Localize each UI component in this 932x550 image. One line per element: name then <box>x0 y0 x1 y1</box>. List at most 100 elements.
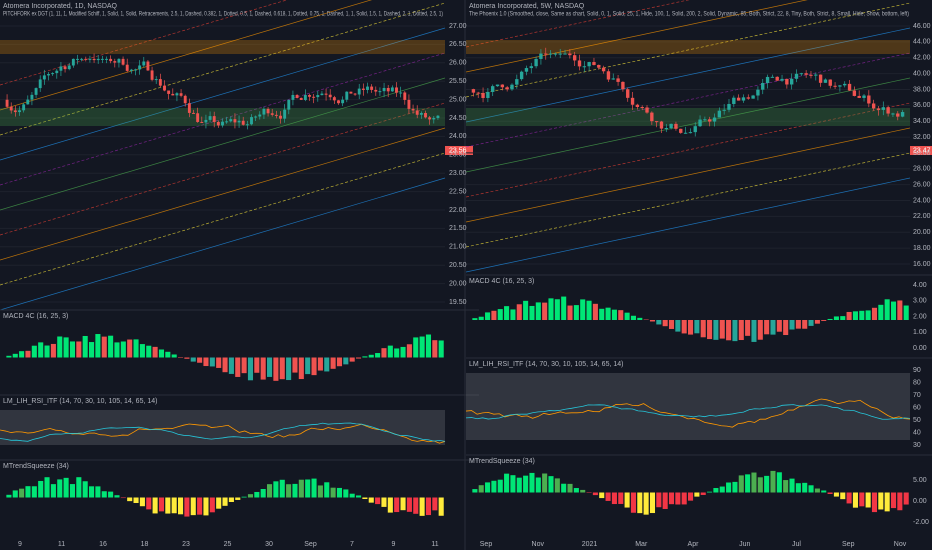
candle <box>775 76 779 81</box>
histogram-bar <box>700 492 706 495</box>
histogram-bar <box>381 497 387 507</box>
axis-label: 0.00 <box>913 498 927 505</box>
candle <box>592 62 596 65</box>
candle <box>229 119 233 122</box>
candle <box>519 71 524 80</box>
last-price: 23.47 <box>913 147 931 154</box>
axis-label: 80 <box>913 379 921 386</box>
zone <box>466 40 910 54</box>
pane-title: MACD 4C (16, 25, 3) <box>3 313 68 320</box>
candle <box>428 117 432 120</box>
histogram-bar <box>808 485 814 493</box>
price-label: 18.00 <box>913 245 931 252</box>
histogram-bar <box>222 357 228 373</box>
histogram-bar <box>6 494 12 498</box>
histogram-bar <box>580 299 586 320</box>
histogram-bar <box>542 473 548 493</box>
histogram-bar <box>82 335 88 358</box>
candle <box>476 92 480 94</box>
histogram-bar <box>497 479 503 493</box>
candle <box>664 128 668 130</box>
histogram-bar <box>50 343 56 358</box>
candle <box>92 58 96 61</box>
candle <box>582 66 587 68</box>
histogram-bar <box>419 336 425 358</box>
histogram-bar <box>209 357 215 367</box>
histogram-bar <box>95 486 101 498</box>
histogram-bar <box>897 300 903 320</box>
histogram-bar <box>298 357 304 380</box>
histogram-bar <box>12 490 18 498</box>
histogram-bar <box>795 483 801 493</box>
histogram-bar <box>324 482 330 498</box>
trend-line <box>465 77 911 173</box>
trend-line <box>465 102 911 198</box>
histogram-bar <box>267 357 273 377</box>
histogram-bar <box>152 346 158 358</box>
histogram-bar <box>216 357 222 368</box>
candle <box>654 121 659 123</box>
candle <box>328 94 332 98</box>
price-label: 42.00 <box>913 55 931 62</box>
candle <box>500 84 505 88</box>
candle <box>5 99 9 107</box>
histogram-bar <box>273 357 279 381</box>
candle <box>403 92 407 100</box>
histogram-bar <box>732 320 738 342</box>
histogram-bar <box>668 492 675 505</box>
candle <box>765 76 770 84</box>
price-label: 24.50 <box>449 115 467 122</box>
histogram-bar <box>504 473 510 493</box>
candle <box>732 97 736 104</box>
histogram-bar <box>637 317 643 320</box>
candle <box>674 123 678 129</box>
candle <box>780 78 784 81</box>
histogram-bar <box>184 357 190 359</box>
histogram-bar <box>814 320 820 324</box>
candle <box>233 119 237 123</box>
histogram-bar <box>63 337 69 358</box>
histogram-bar <box>76 341 82 358</box>
candle <box>34 88 38 95</box>
histogram-bar <box>840 316 846 320</box>
date-label: 16 <box>99 541 107 548</box>
histogram-bar <box>783 320 789 336</box>
histogram-bar <box>241 496 247 498</box>
trend-line <box>465 52 911 148</box>
histogram-bar <box>624 492 630 508</box>
candle <box>395 87 398 93</box>
histogram-bar <box>694 492 700 497</box>
histogram-bar <box>425 497 432 516</box>
date-label: Mar <box>635 541 648 548</box>
histogram-bar <box>146 497 152 510</box>
histogram-bar <box>190 357 196 362</box>
candle <box>134 69 137 71</box>
axis-label: 50 <box>913 417 921 424</box>
histogram-bar <box>745 474 751 493</box>
candle <box>100 58 104 60</box>
candle <box>794 73 799 79</box>
histogram-bar <box>789 478 795 493</box>
histogram-bar <box>878 492 884 510</box>
histogram-bar <box>362 356 368 358</box>
histogram-bar <box>504 306 510 320</box>
axis-label: 0.00 <box>913 345 927 352</box>
histogram-bar <box>859 310 865 320</box>
histogram-bar <box>317 357 323 371</box>
histogram-bar <box>491 480 497 493</box>
histogram-bar <box>368 497 374 503</box>
date-label: 9 <box>18 541 22 548</box>
candle <box>529 66 533 69</box>
candle <box>171 93 175 96</box>
histogram-bar <box>751 320 757 342</box>
trend-line <box>465 152 911 248</box>
histogram-bar <box>776 320 782 332</box>
histogram-bar <box>190 497 196 516</box>
histogram-bar <box>247 494 254 498</box>
candle <box>109 58 113 62</box>
histogram-bar <box>700 320 706 338</box>
histogram-bar <box>865 492 871 508</box>
candle <box>432 118 436 120</box>
candle <box>287 99 291 110</box>
candle <box>299 97 303 100</box>
